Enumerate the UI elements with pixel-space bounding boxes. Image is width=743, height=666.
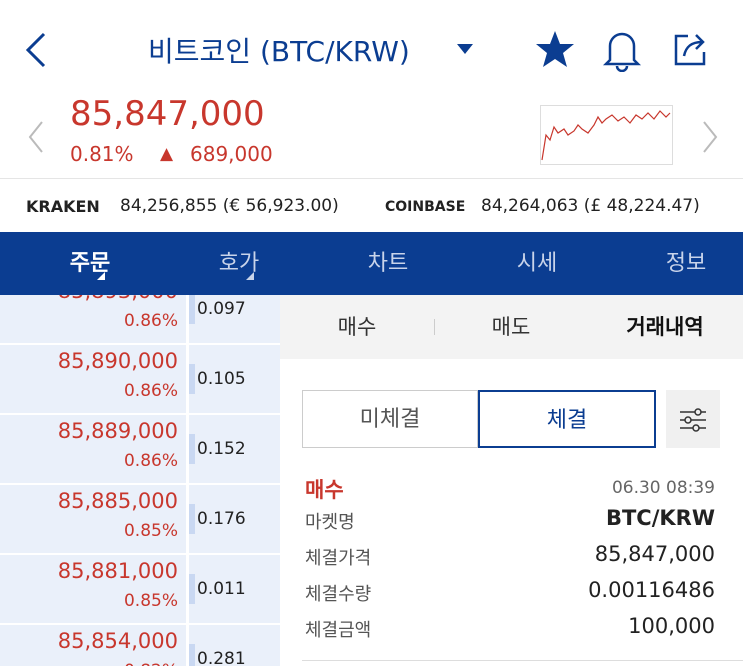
quantity-bar [189, 364, 195, 394]
field-value: BTC/KRW [605, 506, 715, 530]
exchange-price: 84,256,855 (€ 56,923.00) [120, 196, 339, 216]
quantity-bar [189, 644, 195, 666]
price-cell[interactable]: 85,854,000 0.82% [0, 625, 186, 666]
quantity-cell[interactable]: 0.097 [189, 295, 280, 343]
trade-time: 06.30 08:39 [611, 478, 715, 498]
filter-tab-active[interactable]: 체결 [478, 390, 656, 448]
quantity-bar [189, 434, 195, 464]
nav-tab[interactable]: 호가 [218, 251, 260, 276]
trade-side: 매수 [305, 478, 344, 502]
order-price: 85,889,000 [57, 419, 178, 443]
order-rate: 0.86% [123, 451, 178, 471]
quantity-bar [189, 574, 195, 604]
divider [302, 660, 743, 661]
tab-corner [246, 272, 254, 280]
trade-tabs: 매수 매도 거래내역 [280, 295, 743, 359]
share-icon[interactable] [670, 28, 712, 70]
trade-tab[interactable]: 매도 [491, 315, 531, 339]
order-price: 85,890,000 [57, 349, 178, 373]
price-cell[interactable]: 85,890,000 0.86% [0, 345, 186, 413]
orderbook-viewport: 85,893,000 0.86% 0.097 85,890,000 0.86% 0.105… [0, 295, 280, 666]
nav-bar: 주문 호가 차트 시세 정보 [0, 232, 743, 295]
alarm-icon[interactable] [602, 28, 642, 72]
field-value: 85,847,000 [594, 542, 715, 566]
order-price: 85,881,000 [57, 559, 178, 583]
trade-tab[interactable]: 매수 [337, 315, 377, 339]
order-rate: 0.85% [123, 591, 178, 611]
change-symbol: ▲ [160, 144, 174, 164]
quantity-cell[interactable]: 0.176 [189, 485, 280, 553]
quantity-cell[interactable]: 0.152 [189, 415, 280, 483]
price-cell[interactable]: 85,885,000 0.85% [0, 485, 186, 553]
quantity-bar [189, 504, 195, 534]
change-amount: 689,000 [190, 142, 273, 166]
tab-corner [97, 272, 105, 280]
order-price: 85,885,000 [57, 489, 178, 513]
order-rate: 0.86% [123, 311, 178, 331]
filter-settings[interactable] [666, 390, 720, 448]
nav-tab[interactable]: 정보 [665, 251, 707, 276]
sparkline [540, 105, 673, 165]
order-quantity: 0.176 [197, 509, 246, 529]
current-price: 85,847,000 [70, 94, 265, 134]
price-cell[interactable]: 85,893,000 0.86% [0, 295, 186, 343]
title[interactable]: 비트코인 (BTC/KRW) [148, 35, 410, 68]
order-rate: 0.82% [124, 661, 178, 666]
field-label: 체결가격 [305, 548, 372, 569]
prev-chevron[interactable] [26, 120, 46, 154]
order-price: 85,854,000 [57, 629, 178, 653]
trade-tab[interactable]: 거래내역 [626, 315, 704, 339]
dropdown-icon[interactable] [455, 42, 475, 56]
exchange-price: 84,264,063 (£ 48,224.47) [481, 196, 700, 216]
order-quantity: 0.152 [197, 439, 246, 459]
field-label: 체결수량 [305, 584, 372, 605]
order-rate: 0.86% [123, 381, 178, 401]
nav-tab[interactable]: 차트 [367, 251, 409, 276]
field-value: 100,000 [628, 614, 715, 638]
order-quantity: 0.281 [197, 649, 246, 666]
order-quantity: 0.011 [197, 579, 246, 599]
orderbook: 85,893,000 0.86% 0.097 85,890,000 0.86% 0.105… [0, 295, 280, 666]
change-rate: 0.81% [70, 142, 134, 166]
next-chevron[interactable] [700, 120, 720, 154]
field-label: 체결금액 [305, 620, 372, 641]
quantity-bar [189, 295, 195, 324]
price-cell[interactable]: 85,889,000 0.86% [0, 415, 186, 483]
exchange-name: COINBASE [385, 199, 466, 215]
tab-separator [434, 319, 435, 335]
quantity-cell[interactable]: 0.281 [189, 625, 280, 666]
field-label: 마켓명 [305, 512, 355, 533]
order-quantity: 0.097 [197, 299, 246, 319]
nav-tab[interactable]: 시세 [516, 251, 558, 276]
back-button[interactable] [22, 30, 52, 70]
nav-tab[interactable]: 주문 [69, 251, 111, 276]
exchange-name: KRAKEN [26, 197, 100, 216]
order-rate: 0.85% [123, 521, 178, 541]
filter-tab[interactable]: 미체결 [302, 390, 478, 448]
quantity-cell[interactable]: 0.011 [189, 555, 280, 623]
divider [0, 178, 743, 179]
field-value: 0.00116486 [588, 578, 715, 602]
order-quantity: 0.105 [197, 369, 246, 389]
favorite-icon[interactable] [534, 28, 576, 70]
order-price: 85,893,000 [58, 295, 178, 303]
price-cell[interactable]: 85,881,000 0.85% [0, 555, 186, 623]
quantity-cell[interactable]: 0.105 [189, 345, 280, 413]
